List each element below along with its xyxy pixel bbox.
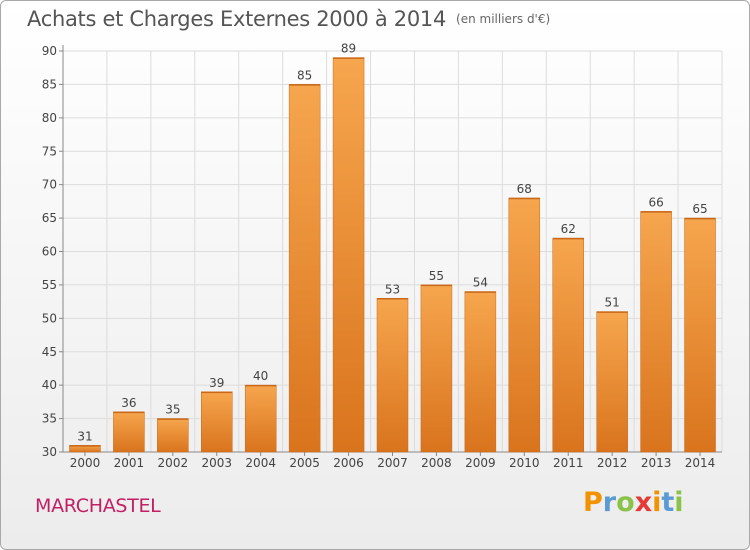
bar <box>420 284 453 453</box>
data-label: 85 <box>297 68 312 82</box>
data-label: 68 <box>517 182 532 196</box>
bar <box>244 384 277 453</box>
y-tick-label: 70 <box>42 178 57 192</box>
y-tick-label: 85 <box>42 77 57 91</box>
x-tick-label: 2009 <box>465 456 496 470</box>
y-tick-label: 65 <box>42 211 57 225</box>
labels: 30 35 40 45 50 55 60 65 70 75 80 85 90 31 2000 36 2001 35… <box>42 42 716 470</box>
bar <box>288 84 321 453</box>
chart-subtitle: (en milliers d'€) <box>456 12 551 26</box>
x-tick-label: 2005 <box>289 456 320 470</box>
y-tick-label: 45 <box>42 345 57 359</box>
y-tick-label: 30 <box>42 445 57 459</box>
bars <box>69 57 716 453</box>
data-label: 31 <box>77 429 92 443</box>
y-tick-label: 75 <box>42 144 57 158</box>
y-tick-label: 80 <box>42 111 57 125</box>
x-tick-label: 2012 <box>597 456 628 470</box>
x-tick-label: 2010 <box>509 456 540 470</box>
x-tick-label: 2000 <box>70 456 101 470</box>
bar <box>464 291 497 453</box>
logo-letter: P <box>583 487 603 518</box>
x-tick-label: 2011 <box>553 456 584 470</box>
bar <box>508 197 541 453</box>
bar <box>596 311 628 453</box>
proxiti-logo: Proxiti <box>583 487 684 518</box>
logo-letter: i <box>652 487 662 518</box>
x-tick-label: 2001 <box>114 456 145 470</box>
chart-title: Achats et Charges Externes 2000 à 2014 (e… <box>27 7 550 31</box>
data-label: 89 <box>341 42 356 56</box>
data-label: 35 <box>165 403 180 417</box>
y-tick-label: 55 <box>42 278 57 292</box>
data-label: 36 <box>121 396 136 410</box>
bar <box>113 411 145 453</box>
place-name: MARCHASTEL <box>35 495 161 517</box>
chart-title-text: Achats et Charges Externes 2000 à 2014 <box>27 7 447 31</box>
logo-letter: o <box>616 487 635 518</box>
x-tick-label: 2014 <box>685 456 716 470</box>
y-tick-label: 50 <box>42 311 57 325</box>
logo-letter: x <box>634 487 653 518</box>
data-label: 66 <box>648 195 663 209</box>
logo-letter: t <box>661 487 675 518</box>
data-label: 39 <box>209 376 224 390</box>
bar <box>640 211 672 453</box>
y-tick-label: 40 <box>42 378 57 392</box>
logo-letter: r <box>602 487 617 518</box>
x-tick-label: 2007 <box>377 456 408 470</box>
x-tick-label: 2004 <box>245 456 276 470</box>
data-label: 51 <box>605 296 620 310</box>
bar <box>157 418 189 453</box>
x-tick-label: 2013 <box>641 456 672 470</box>
data-label: 65 <box>692 202 707 216</box>
data-label: 53 <box>385 282 400 296</box>
data-label: 55 <box>429 269 444 283</box>
data-label: 54 <box>473 276 488 290</box>
bar <box>376 298 409 453</box>
x-tick-label: 2003 <box>201 456 232 470</box>
bar <box>552 237 584 453</box>
logo-letter: i <box>674 487 684 518</box>
bar <box>332 57 365 453</box>
bar <box>684 217 716 453</box>
x-tick-label: 2002 <box>158 456 189 470</box>
data-label: 62 <box>561 222 576 236</box>
y-tick-label: 90 <box>42 44 57 58</box>
x-tick-label: 2008 <box>421 456 452 470</box>
y-tick-label: 35 <box>42 412 57 426</box>
data-label: 40 <box>253 369 268 383</box>
bar <box>201 391 233 453</box>
x-tick-label: 2006 <box>333 456 364 470</box>
y-tick-label: 60 <box>42 245 57 259</box>
